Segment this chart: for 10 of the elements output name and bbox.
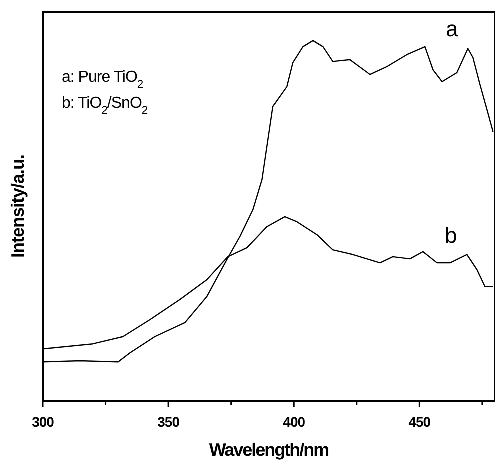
series-label: a	[446, 16, 460, 42]
x-tick-label: 400	[283, 414, 306, 430]
annotation: a: Pure TiO$_{2}$	[62, 69, 144, 91]
x-tick-label: 300	[32, 414, 55, 430]
x-axis-title: Wavelength/nm	[209, 440, 329, 460]
annotation: b: TiO$_{2}$/SnO$_{2}$	[62, 95, 148, 117]
series-label: b	[445, 222, 458, 248]
x-tick-label: 450	[408, 414, 432, 430]
x-tick-label: 350	[158, 414, 180, 430]
y-axis-title: Intensity/a.u.	[8, 154, 28, 258]
